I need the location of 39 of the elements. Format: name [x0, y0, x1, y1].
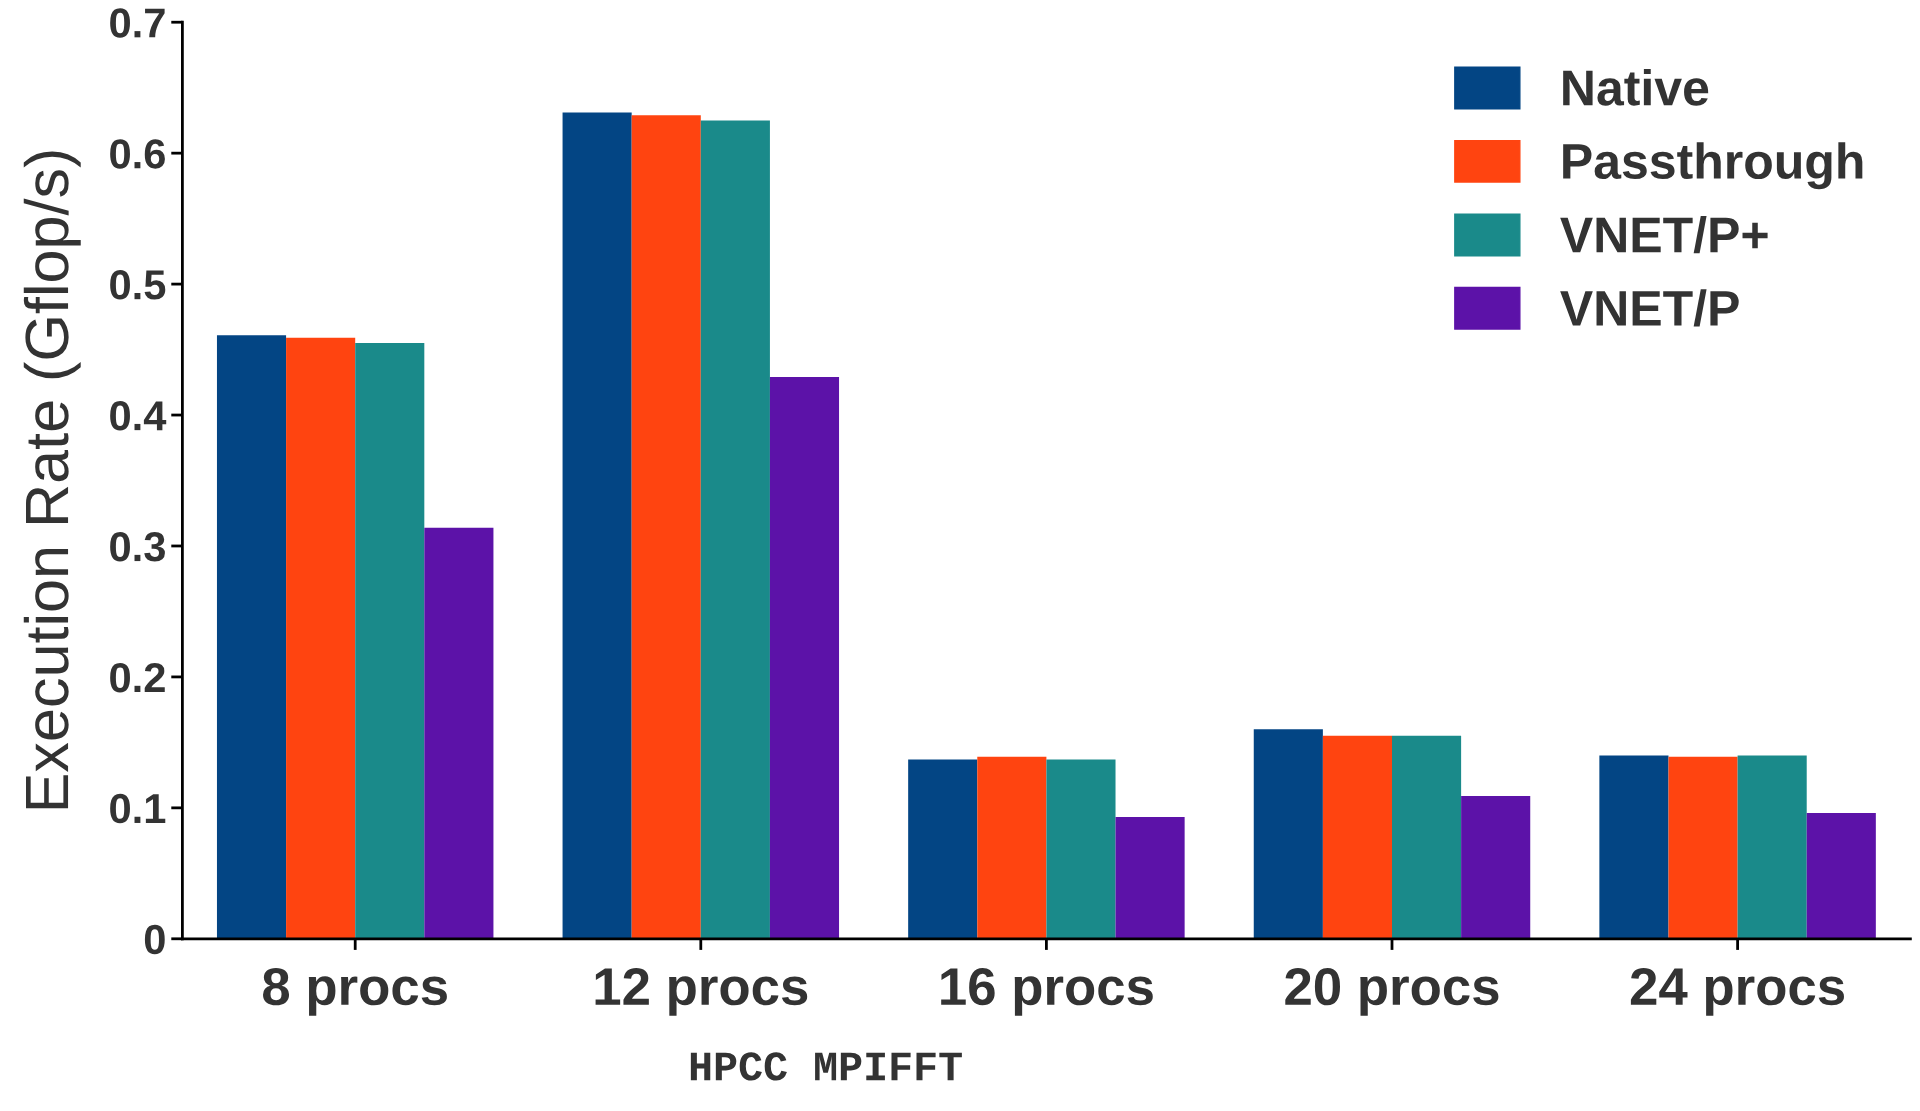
y-tick-label: 0.6: [110, 139, 165, 169]
legend-label: Native: [1563, 68, 1709, 106]
bar: [977, 756, 1047, 939]
y-tick-label: 0.1: [110, 793, 166, 824]
bar: [700, 120, 770, 939]
legend-label: Passthrough: [1563, 142, 1863, 190]
bar: [1599, 755, 1669, 939]
x-tick-label: 8 procs: [263, 967, 447, 1016]
y-tick-label: 0.7: [110, 8, 165, 38]
bar: [424, 527, 494, 939]
x-tick-label: 16 procs: [941, 967, 1153, 1016]
x-tick-label: 12 procs: [595, 967, 808, 1016]
y-tick-label: 0.5: [110, 270, 166, 300]
bar: [1253, 729, 1323, 939]
y-tick-label: 0: [144, 924, 165, 955]
bar: [216, 335, 287, 939]
y-tick-label: 0.3: [110, 531, 165, 562]
bar: [631, 115, 701, 939]
bar: [1392, 735, 1462, 939]
bar: [1461, 796, 1531, 939]
legend-label: VNET/P: [1560, 289, 1739, 327]
bar: [1322, 735, 1392, 939]
bar: [908, 759, 978, 939]
bar: [1668, 756, 1738, 939]
bar: [1046, 759, 1116, 939]
bar: [355, 343, 425, 939]
legend-label: VNET/P+: [1560, 215, 1768, 254]
y-axis-title: Execution Rate (Gflop/s): [23, 151, 81, 809]
bar: [562, 112, 632, 939]
y-tick-label: 0.2: [110, 662, 165, 693]
bar: [1737, 755, 1807, 939]
x-tick-label: 20 procs: [1285, 967, 1499, 1016]
bar: [286, 337, 356, 939]
x-tick-label: 24 procs: [1630, 967, 1844, 1016]
y-tick-label: 0.4: [110, 401, 167, 431]
bar: [1806, 813, 1876, 939]
bar: [769, 377, 840, 939]
bar: [1115, 817, 1185, 939]
text: HPCC MPIFFT: [690, 1052, 962, 1081]
